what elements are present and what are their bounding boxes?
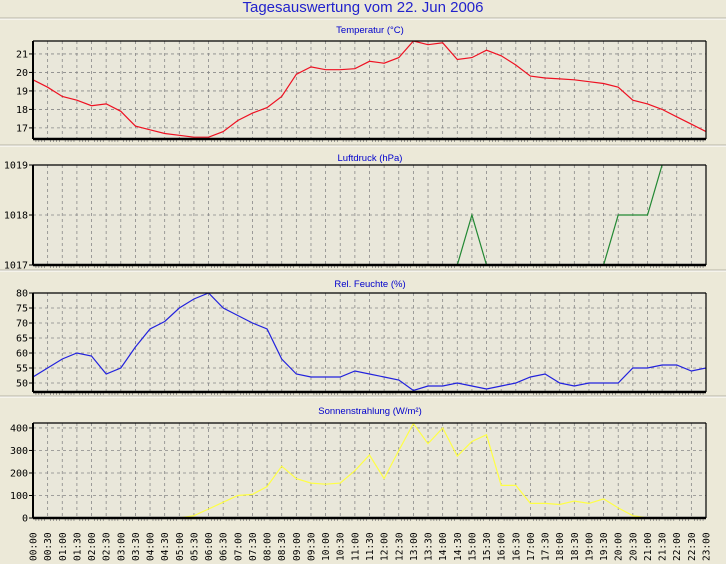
- x-tick-label: 10:30: [336, 532, 347, 561]
- chart-panel-0: Temperatur (°C) 17 18 19 20 21: [0, 17, 726, 142]
- x-tick-label: 13:30: [424, 532, 435, 561]
- y-tick-label: 200: [10, 468, 28, 479]
- x-tick-label: 12:30: [394, 532, 405, 561]
- x-tick-label: 05:00: [175, 532, 186, 561]
- x-tick-label: 20:30: [628, 532, 639, 561]
- x-tick-label: 22:00: [672, 532, 683, 561]
- x-tick-label: 09:30: [306, 532, 317, 561]
- chart-panel-3: Sonnenstrahlung (W/m²) 0 100 200 300 400: [0, 395, 726, 525]
- series-line: [33, 293, 706, 392]
- y-tick-label: 70: [16, 319, 28, 330]
- y-tick-label: 400: [10, 423, 28, 434]
- x-tick-label: 21:00: [643, 532, 654, 561]
- x-tick-label: 11:30: [365, 532, 376, 561]
- x-tick-label: 12:00: [380, 532, 391, 561]
- x-tick-label: 02:00: [87, 532, 98, 561]
- panel-title: Sonnenstrahlung (W/m²): [318, 406, 421, 417]
- y-tick-label: 18: [16, 105, 28, 116]
- y-tick-label: 0: [22, 514, 28, 525]
- x-tick-label: 04:00: [146, 532, 157, 561]
- panel-title: Temperatur (°C): [336, 25, 404, 36]
- x-tick-label: 13:00: [409, 532, 420, 561]
- x-tick-label: 15:00: [467, 532, 478, 561]
- x-tick-label: 19:30: [599, 532, 610, 561]
- panel-title: Rel. Feuchte (%): [334, 279, 405, 290]
- x-tick-label: 17:30: [541, 532, 552, 561]
- x-tick-label: 14:30: [453, 532, 464, 561]
- y-tick-label: 21: [16, 49, 28, 60]
- x-tick-label: 21:30: [658, 532, 669, 561]
- x-tick-label: 09:00: [292, 532, 303, 561]
- x-tick-label: 20:00: [614, 532, 625, 561]
- x-tick-label: 00:00: [29, 532, 40, 561]
- x-tick-label: 01:30: [72, 532, 83, 561]
- x-tick-label: 14:00: [438, 532, 449, 561]
- y-tick-label: 60: [16, 349, 28, 360]
- x-tick-label: 05:30: [189, 532, 200, 561]
- x-tick-label: 03:00: [116, 532, 127, 561]
- x-tick-label: 03:30: [131, 532, 142, 561]
- y-tick-label: 75: [16, 304, 28, 315]
- x-tick-label: 16:30: [511, 532, 522, 561]
- x-tick-label: 18:00: [555, 532, 566, 561]
- x-tick-label: 19:00: [584, 532, 595, 561]
- x-tick-label: 08:00: [263, 532, 274, 561]
- x-tick-label: 06:00: [204, 532, 215, 561]
- x-tick-label: 23:00: [702, 532, 713, 561]
- x-tick-label: 07:00: [233, 532, 244, 561]
- y-tick-label: 80: [16, 289, 28, 300]
- x-tick-label: 11:00: [350, 532, 361, 561]
- series-line: [33, 41, 706, 138]
- y-tick-label: 65: [16, 334, 28, 345]
- y-tick-label: 50: [16, 379, 28, 390]
- x-tick-label: 08:30: [277, 532, 288, 561]
- chart-panel-2: Rel. Feuchte (%) 50 55 60 65 70 75 80: [0, 269, 726, 395]
- y-tick-label: 55: [16, 364, 28, 375]
- y-tick-label: 1019: [4, 161, 28, 172]
- x-tick-label: 15:30: [482, 532, 493, 561]
- y-tick-label: 1018: [4, 211, 28, 222]
- y-tick-label: 100: [10, 491, 28, 502]
- x-tick-label: 18:30: [570, 532, 581, 561]
- y-tick-label: 17: [16, 123, 28, 134]
- y-tick-label: 19: [16, 86, 28, 97]
- x-tick-label: 00:30: [43, 532, 54, 561]
- x-tick-label: 07:30: [248, 532, 259, 561]
- x-tick-label: 06:30: [219, 532, 230, 561]
- x-tick-label: 10:00: [321, 532, 332, 561]
- x-tick-label: 22:30: [687, 532, 698, 561]
- y-tick-label: 1017: [4, 261, 28, 272]
- series-line: [33, 423, 648, 518]
- x-tick-label: 16:00: [497, 532, 508, 561]
- page-title: Tagesauswertung vom 22. Jun 2006: [242, 0, 484, 16]
- y-tick-label: 300: [10, 446, 28, 457]
- x-tick-label: 17:00: [526, 532, 537, 561]
- panel-title: Luftdruck (hPa): [338, 153, 403, 164]
- y-tick-label: 20: [16, 68, 28, 79]
- x-tick-label: 01:00: [58, 532, 69, 561]
- x-tick-label: 04:30: [160, 532, 171, 561]
- chart-panel-1: Luftdruck (hPa) 1017 1018 1019: [0, 144, 726, 272]
- x-tick-label: 02:30: [102, 532, 113, 561]
